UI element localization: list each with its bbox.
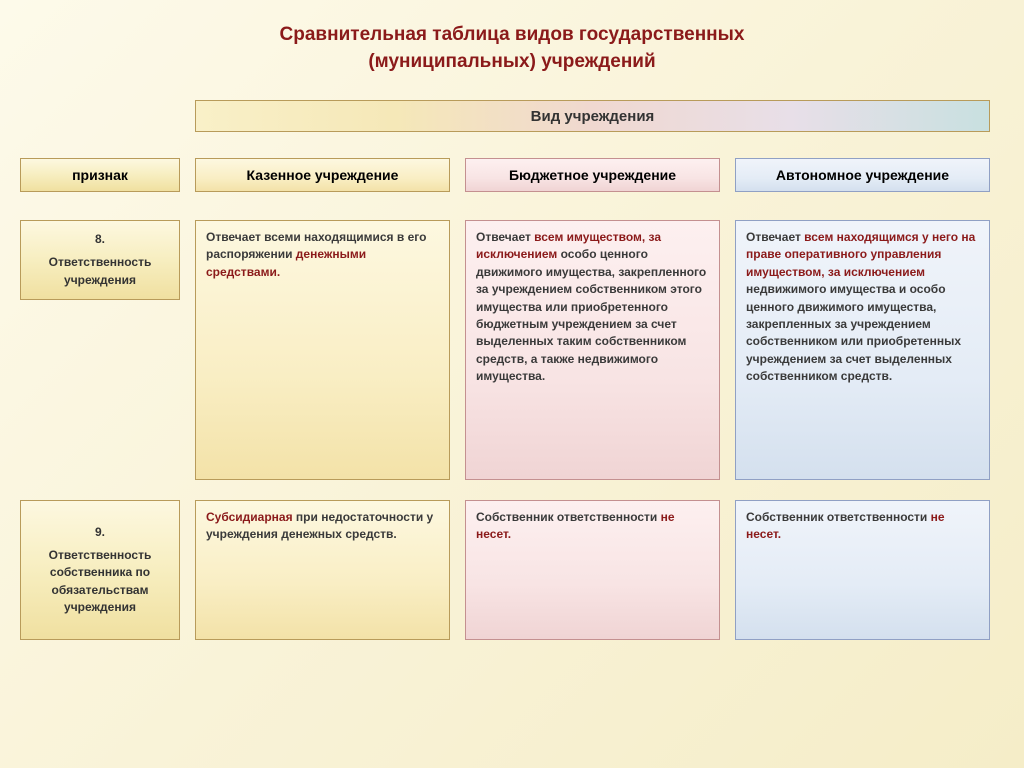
header-col1: Казенное учреждение <box>195 158 450 192</box>
row1-col2: Отвечает всем имуществом, за исключением… <box>465 220 720 480</box>
row2-label: 9. Ответственность собственника по обяза… <box>20 500 180 640</box>
institution-type-band: Вид учреждения <box>195 100 990 132</box>
header-attribute: признак <box>20 158 180 192</box>
header-col3: Автономное учреждение <box>735 158 990 192</box>
row2-col1: Субсидиарная при недостаточности у учреж… <box>195 500 450 640</box>
row2-col2: Собственник ответственности не несет. <box>465 500 720 640</box>
row1-num: 8. <box>95 231 105 248</box>
page-title: Сравнительная таблица видов государствен… <box>0 0 1024 75</box>
header-col2: Бюджетное учреждение <box>465 158 720 192</box>
title-line1: Сравнительная таблица видов государствен… <box>280 24 745 45</box>
title-line2: (муниципальных) учреждений <box>368 51 655 72</box>
row2-num: 9. <box>95 524 105 541</box>
row2-col3: Собственник ответственности не несет. <box>735 500 990 640</box>
row1-col3: Отвечает всем находящимся у него на прав… <box>735 220 990 480</box>
row1-label: 8. Ответственность учреждения <box>20 220 180 300</box>
row2-text: Ответственность собственника по обязател… <box>31 547 169 617</box>
row1-col1: Отвечает всеми находящимися в его распор… <box>195 220 450 480</box>
band-label: Вид учреждения <box>531 108 655 125</box>
row1-text: Ответственность учреждения <box>31 254 169 289</box>
